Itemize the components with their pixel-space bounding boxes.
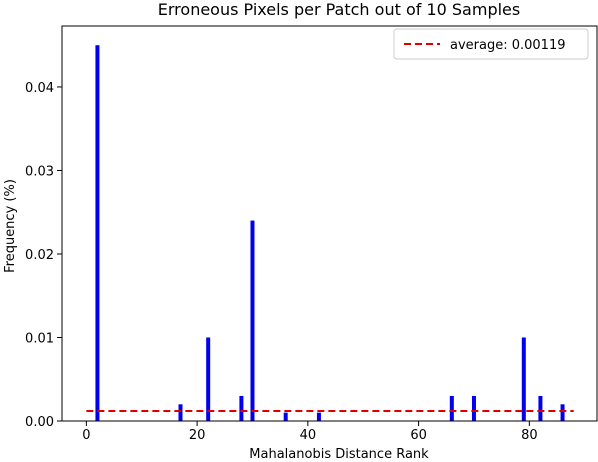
bar-3 bbox=[239, 395, 244, 421]
x-axis: 0 20 40 60 80 bbox=[82, 421, 538, 443]
legend-box bbox=[393, 28, 589, 60]
plot-frame bbox=[61, 25, 598, 422]
y-tick-label-4: 0.04 bbox=[25, 81, 54, 96]
chart-title: Erroneous Pixels per Patch out of 10 Sam… bbox=[158, 0, 520, 19]
y-tick-label-3: 0.03 bbox=[25, 164, 54, 179]
bar-4 bbox=[250, 220, 255, 421]
bar-1 bbox=[178, 404, 183, 421]
bar-7 bbox=[449, 395, 454, 421]
x-tick-label-1: 20 bbox=[189, 428, 206, 443]
y-axis-label: Frequency (%) bbox=[3, 179, 18, 273]
x-tick-label-3: 60 bbox=[410, 428, 427, 443]
bar-5 bbox=[283, 412, 288, 421]
legend: average: 0.00119 bbox=[393, 28, 589, 60]
x-axis-label: Mahalanobis Distance Rank bbox=[249, 447, 429, 462]
y-tick-label-1: 0.01 bbox=[25, 331, 54, 346]
bar-2 bbox=[206, 337, 211, 421]
y-tick-label-0: 0.00 bbox=[25, 415, 54, 430]
y-axis: 0.00 0.01 0.02 0.03 0.04 bbox=[25, 81, 62, 430]
bar-11 bbox=[560, 404, 565, 421]
legend-label-average: average: 0.00119 bbox=[450, 38, 566, 53]
x-tick-label-2: 40 bbox=[300, 428, 317, 443]
x-tick-label-0: 0 bbox=[82, 428, 90, 443]
bar-8 bbox=[471, 395, 476, 421]
y-tick-label-2: 0.02 bbox=[25, 248, 54, 263]
bar-0 bbox=[95, 45, 100, 422]
x-tick-label-4: 80 bbox=[521, 428, 538, 443]
bar-6 bbox=[316, 412, 321, 421]
bar-9 bbox=[521, 337, 526, 421]
bar-10 bbox=[538, 395, 543, 421]
bars-layer bbox=[95, 45, 565, 422]
